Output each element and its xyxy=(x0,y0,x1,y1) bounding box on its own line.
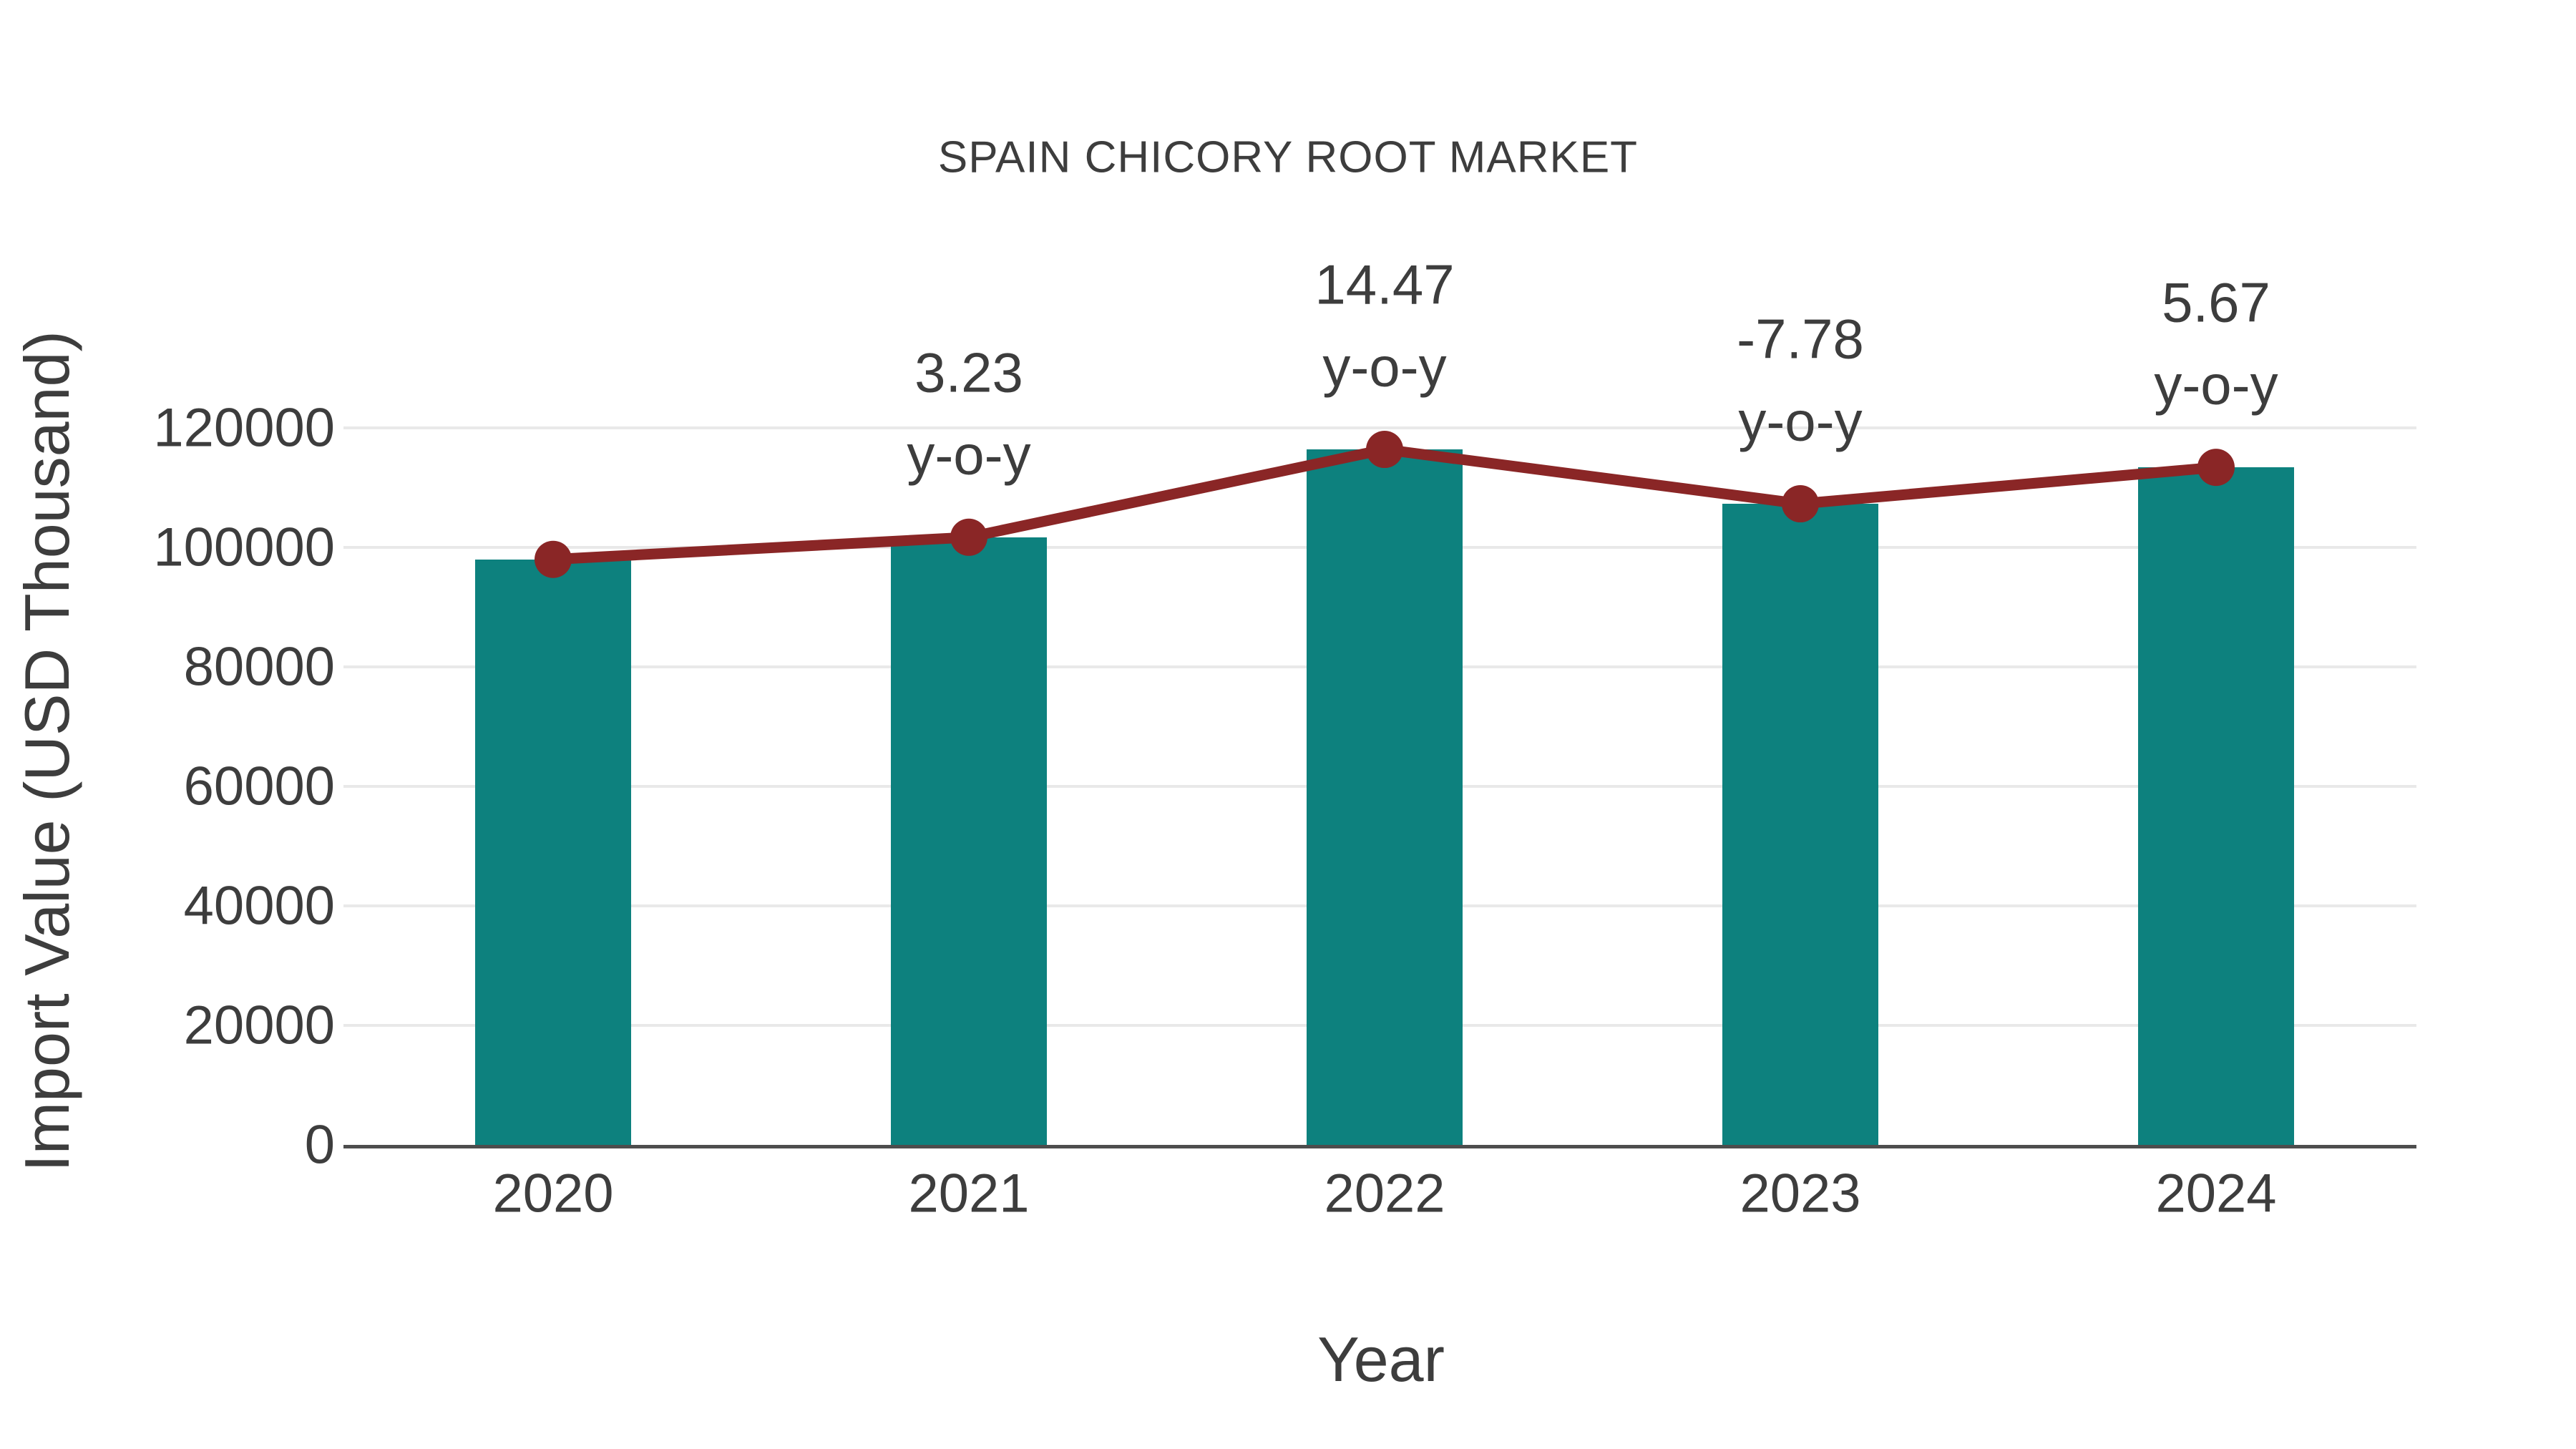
bar-2023 xyxy=(1722,504,1878,1145)
yoy-suffix-2022: y-o-y xyxy=(1322,335,1447,399)
chart-title: SPAIN CHICORY ROOT MARKET xyxy=(937,132,1639,182)
x-tick-label-2022: 2022 xyxy=(1324,1163,1445,1224)
bar-2024 xyxy=(2138,467,2294,1145)
yoy-value-2023: -7.78 xyxy=(1737,307,1864,371)
yoy-suffix-2024: y-o-y xyxy=(2154,353,2278,416)
yoy-suffix-2023: y-o-y xyxy=(1738,389,1863,453)
bar-2021 xyxy=(891,537,1047,1145)
x-tick-label-2023: 2023 xyxy=(1740,1163,1861,1224)
y-tick-label-120000: 120000 xyxy=(153,397,335,459)
x-tick-label-2024: 2024 xyxy=(2155,1163,2277,1224)
x-tick-label-2020: 2020 xyxy=(492,1163,614,1224)
y-tick-label-0: 0 xyxy=(304,1114,335,1176)
gridline-120000 xyxy=(343,426,2416,429)
bar-2020 xyxy=(475,559,631,1145)
line-marker-2024 xyxy=(2197,449,2235,487)
bar-2022 xyxy=(1307,449,1463,1145)
y-tick-label-100000: 100000 xyxy=(153,517,335,578)
x-axis-line xyxy=(343,1145,2416,1148)
x-axis-title: Year xyxy=(1317,1324,1445,1395)
y-tick-label-80000: 80000 xyxy=(183,636,335,698)
y-tick-label-60000: 60000 xyxy=(183,756,335,817)
y-tick-label-40000: 40000 xyxy=(183,875,335,937)
line-marker-2023 xyxy=(1782,485,1819,523)
yoy-value-2021: 3.23 xyxy=(914,341,1023,404)
yoy-suffix-2021: y-o-y xyxy=(907,423,1031,487)
yoy-value-2022: 14.47 xyxy=(1314,253,1455,316)
line-marker-2020 xyxy=(535,540,572,578)
line-marker-2022 xyxy=(1366,431,1403,469)
x-tick-label-2021: 2021 xyxy=(908,1163,1030,1224)
y-tick-label-20000: 20000 xyxy=(183,995,335,1056)
yoy-value-2024: 5.67 xyxy=(2162,270,2270,334)
line-marker-2021 xyxy=(950,518,987,556)
